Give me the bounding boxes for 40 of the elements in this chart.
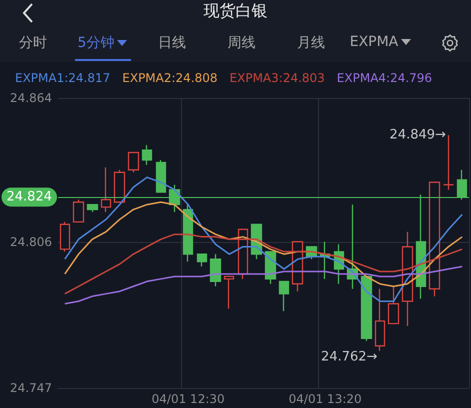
text: 周线 (228, 34, 256, 52)
x-tick-label: 04/01 13:20 (288, 392, 362, 406)
text: EXPMA1:24.817 (15, 71, 110, 85)
candlestick (128, 152, 140, 173)
text: 5分钟 (78, 34, 114, 52)
chart-title: 现货白银 (0, 1, 471, 22)
line-series (64, 234, 463, 295)
candlestick (210, 254, 222, 287)
text: 分时 (19, 34, 47, 52)
candlestick (224, 276, 234, 310)
candlestick (114, 169, 126, 203)
candlestick (72, 199, 84, 223)
candlestick (182, 204, 194, 262)
annotation: 24.762→ (321, 349, 378, 364)
candlestick (278, 280, 290, 312)
y-tick-label: 24.806 (10, 234, 52, 249)
candlestick (196, 254, 208, 268)
candlestick (142, 144, 152, 166)
candlestick (100, 166, 112, 213)
ref-line-label: 24.824 (6, 190, 52, 205)
line-series (64, 201, 463, 288)
candlestick (374, 288, 386, 352)
candlestick (360, 276, 372, 342)
y-tick-label: 24.747 (10, 381, 52, 395)
text: EXPMA2:24.808 (122, 71, 218, 85)
candlestick (86, 204, 98, 213)
y-tick-label: 24.864 (10, 91, 52, 105)
candlestick (388, 286, 400, 324)
text: EXPMA4:24.796 (336, 71, 432, 85)
line-series (64, 176, 463, 302)
text: 月线 (297, 34, 325, 52)
candlestick (428, 182, 440, 297)
candlestick (60, 221, 70, 252)
line-series (64, 266, 463, 304)
annotation: 24.849→ (390, 128, 446, 143)
text: EXPMA3:24.803 (230, 71, 325, 85)
x-tick-label: 04/01 12:30 (152, 392, 225, 406)
text: EXPMA (350, 34, 398, 50)
text: 日线 (158, 34, 186, 52)
candlestick (156, 159, 166, 193)
